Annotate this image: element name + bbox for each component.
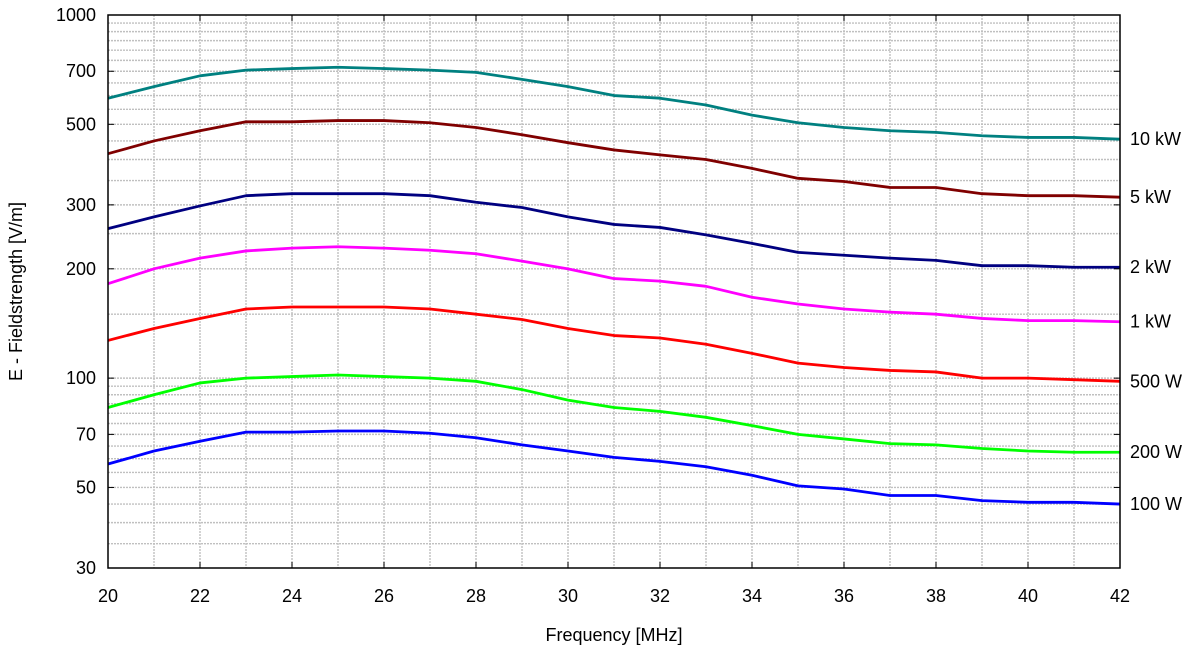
y-tick-label: 70 [76, 424, 96, 444]
series-label: 1 kW [1130, 312, 1171, 332]
x-tick-labels: 20 22 24 26 28 30 32 34 36 38 40 42 [98, 586, 1130, 606]
series-line [107, 119, 1121, 199]
series-line [107, 65, 1121, 141]
x-tick-label: 30 [558, 586, 578, 606]
y-tick-label: 50 [76, 477, 96, 497]
series-label: 100 W [1130, 494, 1182, 514]
series-line [107, 192, 1120, 269]
x-tick-label: 32 [650, 586, 670, 606]
series-line [107, 373, 1120, 454]
x-tick-label: 26 [374, 586, 394, 606]
x-tick-label: 36 [834, 586, 854, 606]
x-tick-label: 20 [98, 586, 118, 606]
y-tick-label: 100 [66, 368, 96, 388]
x-tick-label: 40 [1018, 586, 1038, 606]
x-tick-label: 22 [190, 586, 210, 606]
tick-marks [107, 14, 1121, 569]
x-tick-label: 24 [282, 586, 302, 606]
series-label: 5 kW [1130, 187, 1171, 207]
x-tick-label: 34 [742, 586, 762, 606]
series-label: 200 W [1130, 442, 1182, 462]
x-tick-label: 38 [926, 586, 946, 606]
series-line [107, 245, 1121, 324]
grid [108, 15, 1120, 568]
series-label: 10 kW [1130, 129, 1181, 149]
series-label: 500 W [1130, 371, 1182, 391]
y-tick-label: 1000 [56, 5, 96, 25]
x-tick-label: 28 [466, 586, 486, 606]
y-tick-labels: 30 50 70 100 200 300 500 700 1000 [56, 5, 96, 578]
x-axis-title: Frequency [MHz] [545, 625, 682, 645]
y-axis-title: E - Fieldstrength [V/m] [6, 202, 26, 381]
y-tick-label: 300 [66, 195, 96, 215]
y-tick-label: 700 [66, 61, 96, 81]
y-tick-label: 30 [76, 558, 96, 578]
plot-frame [107, 14, 1121, 569]
series-line [107, 429, 1121, 506]
y-tick-label: 500 [66, 114, 96, 134]
x-tick-label: 42 [1110, 586, 1130, 606]
series-label: 2 kW [1130, 257, 1171, 277]
series-group [107, 65, 1121, 506]
series-labels: 10 kW 5 kW 2 kW 1 kW 500 W 200 W 100 W [1130, 129, 1182, 514]
y-tick-label: 200 [66, 259, 96, 279]
series-line [107, 305, 1121, 383]
